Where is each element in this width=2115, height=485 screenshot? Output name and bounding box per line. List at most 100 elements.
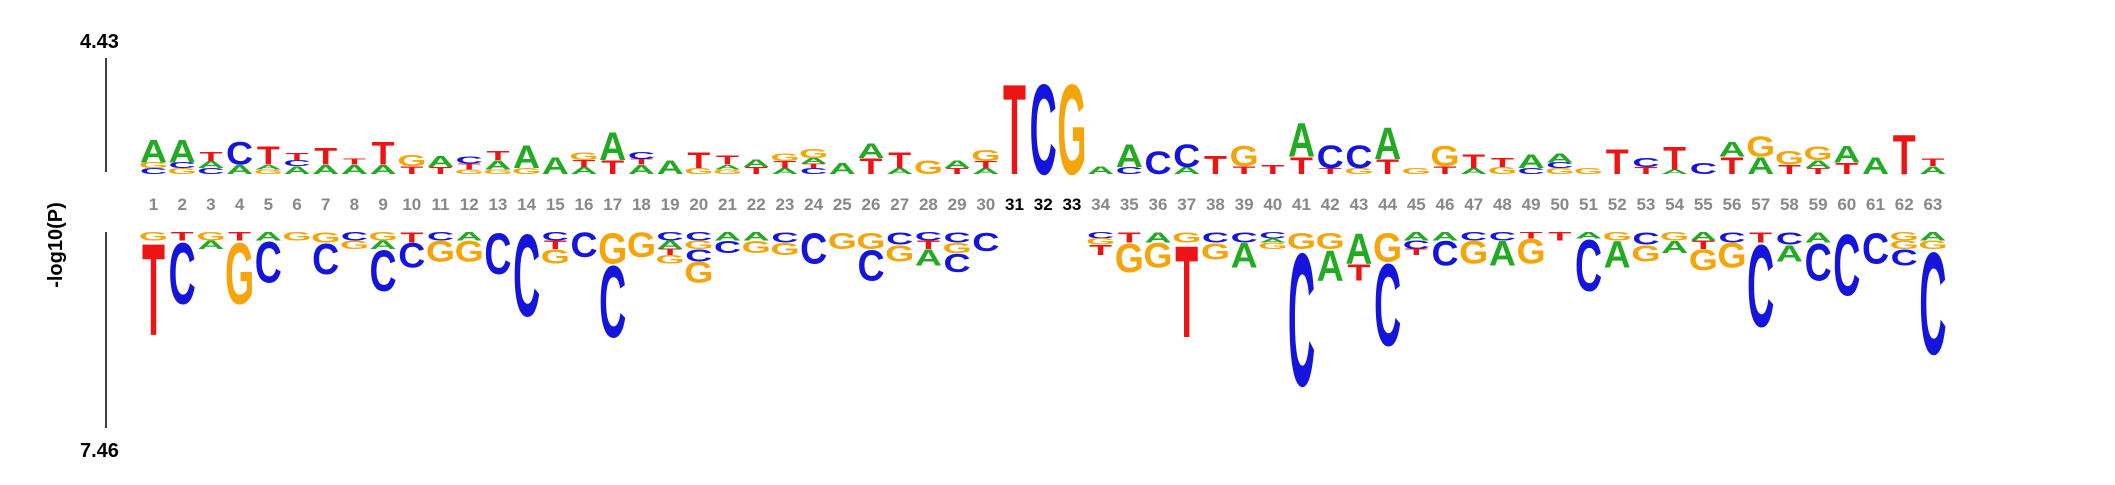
top-glyph-G: G bbox=[1057, 59, 1086, 203]
bottom-glyph-T: T bbox=[659, 247, 682, 257]
top-glyph-A: A bbox=[484, 158, 511, 172]
position-number: 35 bbox=[1120, 195, 1139, 214]
position-number: 23 bbox=[775, 195, 794, 214]
position-number: 30 bbox=[976, 195, 995, 214]
top-glyph-T: T bbox=[1003, 59, 1026, 203]
bottom-glyph-C: C bbox=[915, 230, 942, 243]
top-glyph-T: T bbox=[630, 157, 654, 166]
bottom-glyph-G: G bbox=[1373, 226, 1402, 271]
bottom-glyph-C: C bbox=[427, 230, 454, 243]
bottom-glyph-G: G bbox=[1201, 238, 1230, 264]
position-number: 62 bbox=[1895, 195, 1914, 214]
top-glyph-T: T bbox=[314, 143, 337, 171]
bottom-glyph-C: C bbox=[1891, 245, 1918, 271]
bottom-glyph-C: C bbox=[513, 212, 540, 341]
top-glyph-A: A bbox=[829, 160, 856, 178]
position-number: 25 bbox=[833, 195, 852, 214]
top-glyph-A: A bbox=[944, 158, 971, 171]
top-glyph-T: T bbox=[1233, 164, 1256, 177]
top-glyph-A: A bbox=[542, 152, 569, 180]
bottom-glyph-C: C bbox=[944, 248, 971, 277]
bottom-glyph-G: G bbox=[1890, 230, 1919, 243]
bottom-glyph-C: C bbox=[1776, 230, 1803, 249]
bottom-glyph-C: C bbox=[972, 227, 999, 256]
position-number: 38 bbox=[1206, 195, 1225, 214]
bottom-glyph-A: A bbox=[370, 238, 397, 251]
position-number: 16 bbox=[575, 195, 594, 214]
bottom-glyph-G: G bbox=[1287, 228, 1316, 254]
position-number: 39 bbox=[1235, 195, 1254, 214]
bottom-glyph-A: A bbox=[743, 230, 770, 243]
bottom-glyph-T: T bbox=[142, 218, 165, 363]
top-glyph-A: A bbox=[427, 153, 454, 171]
bottom-glyph-A: A bbox=[1489, 234, 1516, 274]
position-number: 12 bbox=[460, 195, 479, 214]
top-glyph-A: A bbox=[1862, 152, 1889, 180]
top-glyph-A: A bbox=[714, 164, 741, 171]
top-glyph-C: C bbox=[1518, 167, 1545, 176]
bottom-glyph-G: G bbox=[455, 236, 484, 268]
position-number: 40 bbox=[1263, 195, 1282, 214]
top-glyph-C: C bbox=[140, 167, 167, 176]
bottom-glyph-T: T bbox=[1118, 230, 1142, 246]
position-number: 21 bbox=[718, 195, 737, 214]
bottom-glyph-A: A bbox=[1805, 230, 1832, 246]
position-number: 33 bbox=[1062, 195, 1081, 214]
bottom-glyph-G: G bbox=[828, 228, 857, 254]
bottom-glyph-G: G bbox=[656, 253, 685, 266]
top-glyph-C: C bbox=[226, 136, 253, 172]
bottom-glyph-C: C bbox=[1403, 238, 1430, 251]
bottom-glyph-C: C bbox=[886, 230, 913, 249]
bottom-glyph-G: G bbox=[684, 257, 713, 289]
position-number: 54 bbox=[1665, 195, 1684, 214]
position-number: 13 bbox=[488, 195, 507, 214]
bottom-glyph-C: C bbox=[685, 246, 712, 265]
bottom-glyph-T: T bbox=[400, 230, 424, 246]
top-glyph-A: A bbox=[169, 134, 196, 170]
top-glyph-A: A bbox=[628, 163, 655, 177]
position-number: 2 bbox=[177, 195, 186, 214]
top-glyph-T: T bbox=[1376, 156, 1399, 179]
top-glyph-T: T bbox=[716, 153, 739, 167]
top-glyph-T: T bbox=[1290, 152, 1313, 180]
top-glyph-G: G bbox=[713, 168, 742, 175]
top-glyph-T: T bbox=[1261, 163, 1284, 177]
top-glyph-T: T bbox=[429, 165, 452, 176]
bottom-glyph-G: G bbox=[770, 240, 799, 259]
bottom-glyph-C: C bbox=[1489, 230, 1516, 243]
top-glyph-T: T bbox=[1606, 142, 1629, 182]
top-glyph-A: A bbox=[1087, 164, 1114, 177]
position-number: 3 bbox=[206, 195, 215, 214]
top-glyph-C: C bbox=[1345, 140, 1372, 176]
top-glyph-T: T bbox=[286, 151, 309, 162]
top-glyph-G: G bbox=[971, 147, 1000, 165]
top-glyph-T: T bbox=[257, 141, 280, 170]
top-glyph-A: A bbox=[1374, 118, 1401, 169]
bottom-glyph-C: C bbox=[312, 234, 339, 283]
position-number: 50 bbox=[1550, 195, 1569, 214]
bottom-glyph-A: A bbox=[657, 238, 684, 251]
top-glyph-T: T bbox=[1893, 125, 1916, 187]
top-glyph-A: A bbox=[341, 163, 368, 177]
position-number: 46 bbox=[1436, 195, 1455, 214]
bottom-glyph-C: C bbox=[1231, 230, 1258, 246]
bottom-glyph-G: G bbox=[943, 240, 972, 256]
position-number: 22 bbox=[747, 195, 766, 214]
bottom-glyph-G: G bbox=[684, 238, 713, 251]
bottom-glyph-C: C bbox=[484, 223, 511, 287]
top-glyph-G: G bbox=[1430, 141, 1459, 173]
top-glyph-T: T bbox=[687, 148, 710, 174]
top-glyph-A: A bbox=[283, 164, 310, 177]
top-glyph-A: A bbox=[513, 140, 540, 176]
top-glyph-T: T bbox=[458, 162, 482, 171]
bottom-axis-value: 7.46 bbox=[80, 440, 119, 462]
top-glyph-A: A bbox=[1833, 140, 1860, 168]
bottom-glyph-G: G bbox=[1172, 230, 1201, 246]
position-number: 11 bbox=[432, 195, 450, 214]
top-glyph-G: G bbox=[1574, 167, 1603, 176]
bottom-glyph-A: A bbox=[1231, 236, 1258, 276]
bottom-glyph-C: C bbox=[1288, 213, 1315, 425]
bottom-glyph-C: C bbox=[341, 230, 368, 243]
top-glyph-G: G bbox=[1804, 143, 1833, 164]
bottom-glyph-G: G bbox=[1631, 240, 1660, 266]
